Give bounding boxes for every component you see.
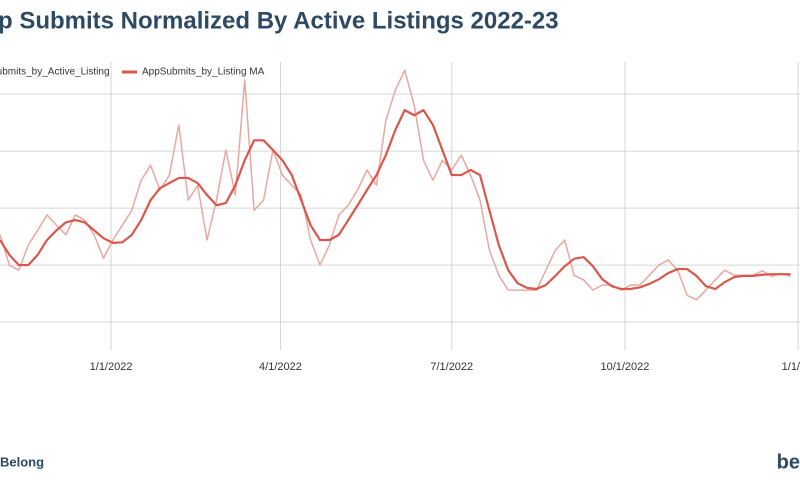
- data-line: [0, 109, 791, 291]
- footer-logo: be: [777, 451, 800, 473]
- legend-label: AppSubmits_by_Listing MA: [142, 67, 265, 78]
- chart-title: p Submits Normalized By Active Listings …: [0, 7, 559, 34]
- x-tick-label: 10/1/2022: [600, 361, 649, 373]
- footer-brand: Belong: [0, 454, 44, 469]
- legend-label: Submits_by_Active_Listing: [0, 67, 110, 78]
- x-tick-label: 1/1/2022: [90, 361, 133, 373]
- x-tick-label: 7/1/2022: [430, 361, 473, 373]
- data-line: [0, 69, 791, 301]
- x-tick-label: 1/1/: [782, 361, 800, 373]
- x-tick-label: 4/1/2022: [259, 361, 302, 373]
